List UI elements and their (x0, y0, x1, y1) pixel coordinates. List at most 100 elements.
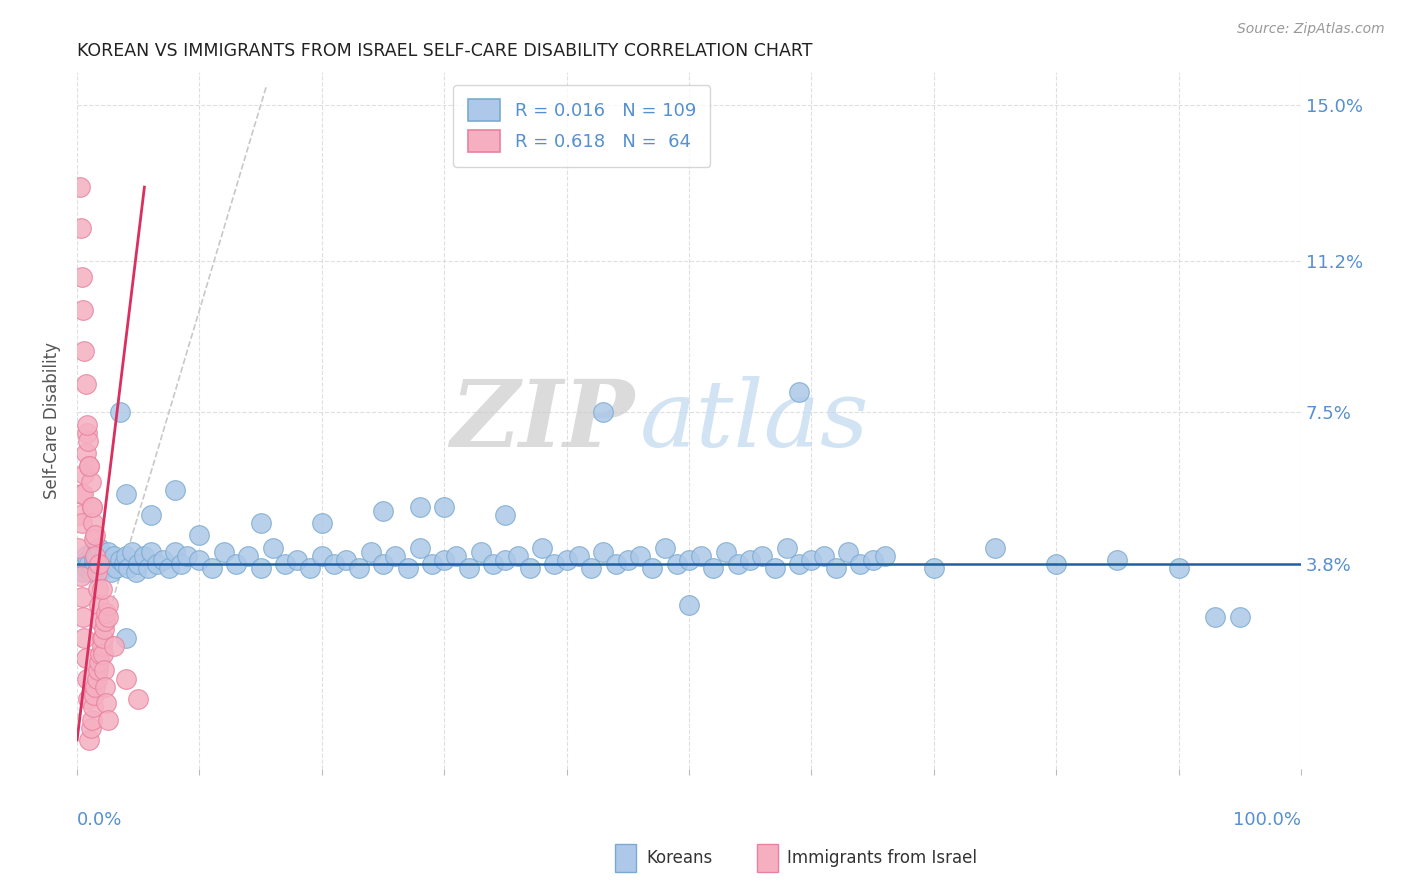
Point (740, 553, 762, 567)
Point (72, 565, 94, 579)
Point (145, 557, 167, 571)
Point (592, 544, 614, 558)
Point (605, 557, 627, 571)
Point (531, 541, 554, 555)
Point (87, 541, 110, 555)
Point (1204, 610, 1226, 624)
Point (157, 561, 180, 575)
Point (94, 614, 117, 628)
Point (678, 553, 700, 567)
Point (238, 549, 260, 563)
Point (1229, 610, 1251, 624)
Point (94, 680, 117, 694)
Point (84, 680, 107, 694)
Point (90, 582, 112, 596)
Text: 100.0%: 100.0% (1233, 811, 1301, 829)
Point (82, 700, 104, 714)
Point (592, 405, 614, 419)
Point (112, 557, 135, 571)
Point (86, 672, 108, 686)
Point (371, 557, 394, 571)
Point (76, 417, 98, 432)
Point (176, 549, 198, 563)
Point (72, 610, 94, 624)
Point (335, 553, 357, 567)
Point (72, 487, 94, 501)
Point (690, 549, 713, 563)
Point (1167, 561, 1189, 575)
Point (617, 553, 640, 567)
Point (69, 508, 91, 522)
Point (163, 544, 186, 558)
Point (262, 541, 284, 555)
Point (482, 557, 505, 571)
Point (75, 446, 97, 460)
Text: Koreans: Koreans (647, 849, 713, 867)
Point (83, 533, 105, 547)
Point (115, 631, 138, 645)
Point (136, 561, 159, 575)
Point (70, 516, 93, 530)
Point (69, 557, 91, 571)
Point (139, 544, 162, 558)
Point (93, 549, 115, 563)
Point (494, 508, 516, 522)
Point (922, 561, 945, 575)
Point (702, 561, 724, 575)
Point (188, 553, 211, 567)
Point (654, 541, 676, 555)
Point (311, 516, 333, 530)
Point (75, 651, 97, 665)
Point (274, 557, 297, 571)
Point (628, 549, 651, 563)
Point (751, 549, 773, 563)
Point (87, 655, 110, 669)
Point (90, 639, 112, 653)
Text: 0.0%: 0.0% (77, 811, 122, 829)
Point (134, 549, 156, 563)
Point (170, 557, 193, 571)
Point (543, 557, 565, 571)
Point (813, 549, 835, 563)
Point (91, 631, 114, 645)
Point (384, 549, 406, 563)
Point (433, 500, 456, 514)
Point (79, 721, 101, 735)
Point (73, 631, 96, 645)
Point (94, 561, 117, 575)
Point (298, 561, 321, 575)
Point (105, 561, 128, 575)
Point (862, 553, 884, 567)
Text: atlas: atlas (640, 376, 869, 466)
Point (457, 561, 479, 575)
Point (77, 434, 100, 448)
Point (163, 483, 186, 498)
Point (188, 528, 211, 542)
Point (97, 544, 120, 558)
Point (396, 561, 419, 575)
Point (494, 553, 516, 567)
Point (225, 557, 247, 571)
Y-axis label: Self-Care Disability: Self-Care Disability (44, 342, 60, 500)
Point (69, 487, 91, 501)
Point (79, 565, 101, 579)
Point (849, 557, 872, 571)
Point (347, 561, 370, 575)
Point (79, 458, 101, 473)
Point (86, 549, 108, 563)
Point (90, 553, 112, 567)
Point (89, 614, 111, 628)
Point (93, 664, 115, 678)
Point (87, 561, 110, 575)
Point (70, 270, 93, 285)
Point (84, 528, 107, 542)
Point (69, 569, 91, 583)
Point (83, 553, 105, 567)
Point (98, 557, 121, 571)
Point (79, 557, 101, 571)
Point (97, 598, 120, 612)
Point (506, 549, 529, 563)
Point (371, 504, 394, 518)
Point (69, 221, 91, 235)
Point (127, 692, 149, 706)
